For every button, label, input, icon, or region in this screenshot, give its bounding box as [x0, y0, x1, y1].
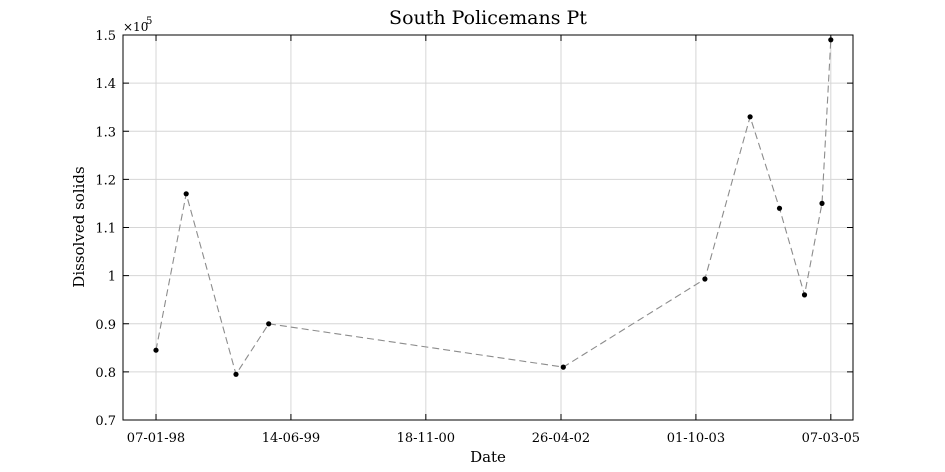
y-tick-label: 1.5: [95, 29, 116, 44]
grid: [123, 34, 853, 421]
data-point: [266, 321, 272, 327]
x-tick-label: 26-04-02: [532, 431, 590, 446]
x-axis-label: Date: [470, 448, 506, 466]
data-point: [183, 191, 189, 197]
x-tick-label: 07-03-05: [802, 431, 860, 446]
y-axis-label: Dissolved solids: [70, 166, 88, 287]
y-tick-label: 1.1: [95, 222, 116, 237]
data-point: [153, 347, 159, 353]
series-layer: [153, 37, 834, 377]
y-tick-label: 0.7: [95, 414, 116, 429]
data-point: [801, 292, 808, 298]
data-point: [776, 205, 783, 211]
y-tick-label: 1.2: [95, 173, 116, 188]
y-tick-label: 1.3: [95, 125, 116, 140]
y-tick-label: 1: [108, 270, 116, 285]
data-point: [747, 114, 753, 120]
y-multiplier-base: ×10: [123, 20, 148, 34]
data-point: [819, 200, 825, 206]
data-point: [702, 276, 708, 282]
x-tick-label: 18-11-00: [397, 431, 455, 446]
chart-title: South Policemans Pt: [389, 7, 587, 29]
y-multiplier-exponent: 5: [146, 16, 152, 27]
x-tick-label: 07-01-98: [127, 431, 185, 446]
data-point: [233, 371, 239, 377]
axis-ticks: [123, 34, 853, 421]
x-tick-label: 14-06-99: [262, 431, 320, 446]
tick-labels: 07-01-98 14-06-99 18-11-00 26-04-02 01-10-03…: [95, 29, 860, 446]
y-tick-label: 0.8: [95, 366, 116, 381]
y-tick-label: 0.9: [95, 318, 116, 333]
y-multiplier: ×10 5: [123, 16, 152, 34]
x-tick-label: 01-10-03: [667, 431, 725, 446]
y-tick-label: 1.4: [95, 77, 116, 92]
data-point: [560, 364, 566, 370]
